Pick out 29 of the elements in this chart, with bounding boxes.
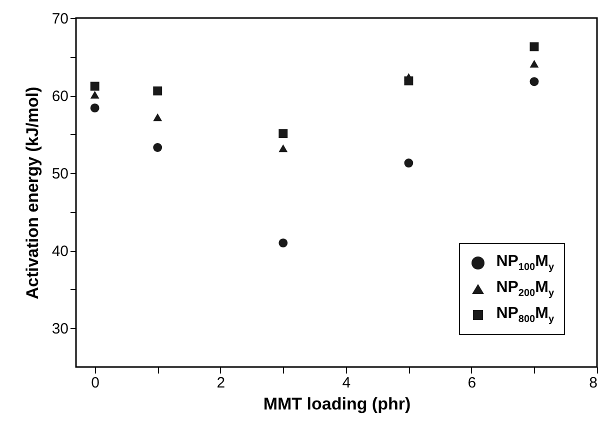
legend-label: NP$_{200}$M$_{y}$ bbox=[496, 278, 554, 300]
x-axis-title: MMT loading (phr) bbox=[263, 394, 411, 414]
point bbox=[530, 77, 539, 86]
x-tick-label: 4 bbox=[342, 374, 351, 392]
y-tick-label: 70 bbox=[52, 10, 68, 28]
point bbox=[530, 42, 539, 52]
y-tick-label: 30 bbox=[52, 320, 68, 338]
x-tick-label: 8 bbox=[589, 374, 598, 392]
legend-label: NP$_{800}$M$_{y}$ bbox=[496, 304, 554, 326]
y-tick-label: 40 bbox=[52, 243, 68, 260]
point bbox=[90, 90, 100, 99]
point bbox=[153, 113, 162, 122]
point bbox=[530, 60, 539, 68]
x-tick-label: 0 bbox=[91, 374, 100, 392]
y-tick-label: 50 bbox=[52, 166, 68, 183]
point bbox=[278, 144, 288, 152]
point bbox=[278, 238, 288, 248]
point bbox=[90, 104, 100, 112]
y-axis-title: Activation energy (kJ/mol) bbox=[22, 86, 42, 300]
legend-label: NP$_{100}$M$_{y}$ bbox=[496, 252, 554, 274]
point bbox=[404, 158, 414, 168]
point bbox=[404, 73, 414, 81]
x-tick-label: 2 bbox=[216, 374, 226, 392]
y-tick-label: 60 bbox=[52, 88, 68, 106]
point bbox=[153, 143, 162, 152]
x-tick-label: 6 bbox=[468, 374, 476, 392]
point bbox=[153, 86, 162, 96]
point bbox=[278, 129, 288, 138]
point bbox=[90, 82, 100, 91]
